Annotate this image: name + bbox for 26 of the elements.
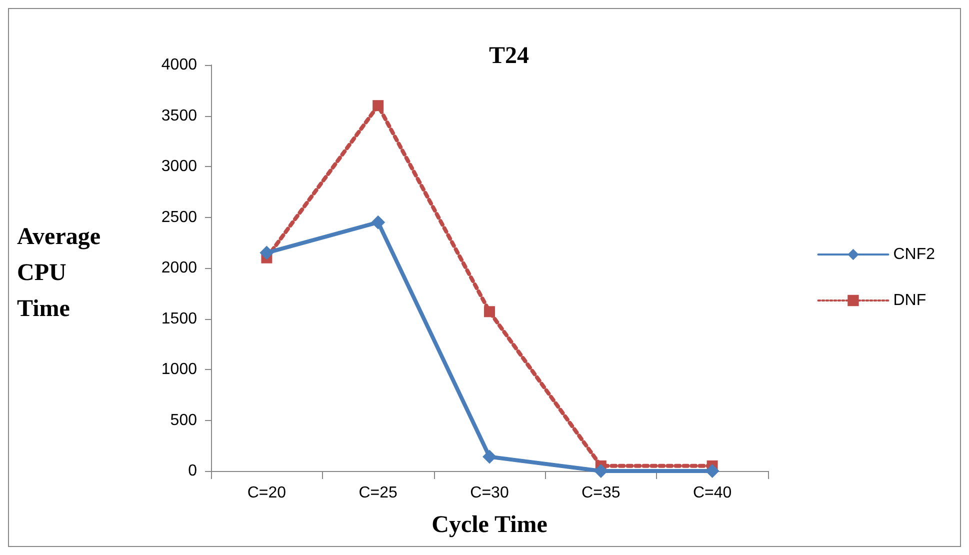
legend-label: DNF <box>893 292 926 309</box>
point <box>260 246 274 260</box>
x-axis-title: Cycle Time <box>432 512 548 538</box>
x-tick-label: C=40 <box>692 484 732 502</box>
x-tick-label: C=20 <box>247 484 286 502</box>
point <box>594 464 608 478</box>
point <box>372 100 384 112</box>
y-tick-label: 500 <box>170 412 198 429</box>
x-tick-label: C=25 <box>358 484 398 502</box>
y-tick-label: 2000 <box>161 260 198 276</box>
point <box>482 450 496 464</box>
y-axis-title: Average CPU Time <box>17 224 101 322</box>
point <box>371 215 386 230</box>
point <box>484 306 495 318</box>
x-tick-label: C=35 <box>582 484 620 502</box>
y-tick-label: 3000 <box>161 158 198 175</box>
y-tick-label: 0 <box>188 462 198 480</box>
point <box>705 464 720 478</box>
y-tick-label: 3500 <box>161 107 198 124</box>
y-tick-label: 2500 <box>161 208 198 226</box>
legend-label: CNF2 <box>893 246 936 263</box>
y-tick-label: 1500 <box>161 310 198 328</box>
x-tick-label: C=30 <box>470 484 509 502</box>
y-tick-label: 1000 <box>161 361 198 378</box>
y-tick-label: 4000 <box>161 56 198 74</box>
chart-title: T24 <box>488 43 530 69</box>
